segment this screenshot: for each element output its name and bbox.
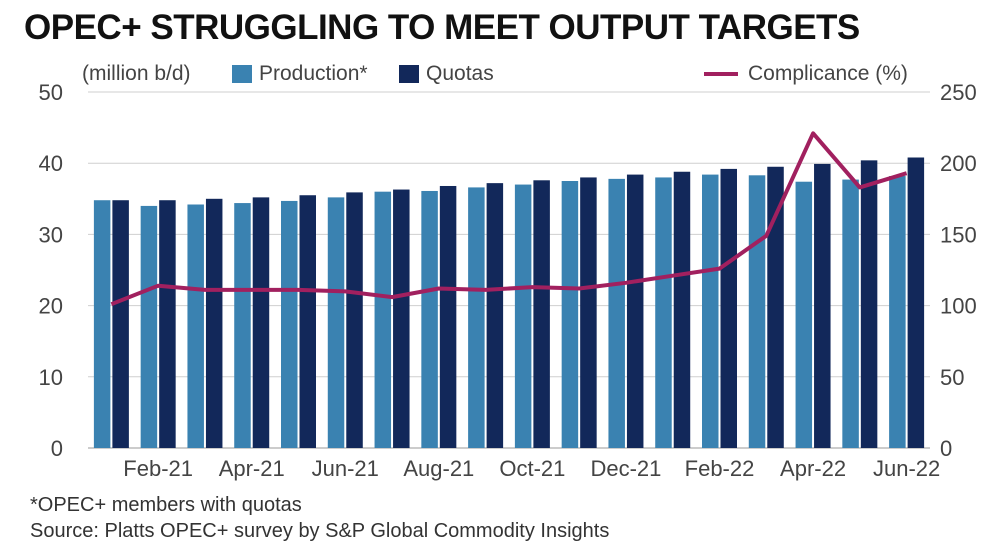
production-bar — [842, 179, 859, 449]
y-left-tick-label: 30 — [39, 222, 63, 247]
x-tick-label: Feb-22 — [685, 456, 755, 481]
legend-compliance-label: Complicance (%) — [748, 62, 908, 85]
quota-bar — [533, 180, 550, 448]
quota-bar — [159, 200, 176, 448]
y-right-tick-label: 0 — [940, 436, 952, 461]
quota-bar — [346, 192, 363, 448]
production-swatch — [232, 65, 252, 83]
legend-quotas-label: Quotas — [426, 62, 494, 85]
legend-production: Production* — [232, 62, 368, 86]
quota-bar — [767, 166, 784, 448]
production-bar — [421, 190, 438, 448]
quota-bar — [299, 195, 316, 448]
quota-bar — [393, 189, 410, 448]
quotas-swatch — [399, 65, 419, 83]
footnote-note: *OPEC+ members with quotas — [30, 494, 302, 516]
quota-bar — [112, 200, 129, 448]
quota-bar — [439, 185, 457, 448]
y-right-tick-label: 50 — [940, 365, 964, 390]
y-left-tick-label: 0 — [51, 436, 63, 461]
x-tick-label: Oct-21 — [499, 456, 565, 481]
production-bar — [468, 187, 485, 448]
quota-bar — [673, 171, 691, 448]
y-left-tick-label: 20 — [39, 294, 63, 319]
production-bar — [748, 175, 766, 448]
y-left-tick-label: 50 — [39, 80, 63, 105]
production-bar — [187, 204, 204, 448]
quota-bar — [860, 160, 878, 449]
legend-production-label: Production* — [259, 62, 368, 85]
x-tick-label: Aug-21 — [403, 456, 474, 481]
footnote-source: Source: Platts OPEC+ survey by S&P Globa… — [30, 520, 610, 542]
quota-bar — [907, 157, 925, 448]
production-bar — [795, 181, 813, 448]
x-tick-label: Apr-21 — [219, 456, 285, 481]
quota-bar — [580, 177, 597, 448]
production-bar — [234, 203, 251, 448]
production-bar — [327, 197, 345, 448]
quota-bar — [486, 183, 504, 449]
y-right-tick-label: 150 — [940, 222, 977, 247]
production-bar — [655, 177, 672, 448]
x-tick-label: Jun-22 — [873, 456, 940, 481]
x-tick-label: Feb-21 — [123, 456, 193, 481]
y-right-tick-label: 200 — [940, 151, 977, 176]
x-tick-label: Jun-21 — [312, 456, 379, 481]
x-tick-label: Dec-21 — [590, 456, 661, 481]
legend-compliance: Complicance (%) — [704, 62, 908, 86]
y-right-tick-label: 100 — [940, 294, 977, 319]
production-bar — [93, 200, 111, 448]
compliance-swatch — [704, 72, 738, 76]
production-bar — [140, 205, 158, 448]
production-bar — [374, 191, 392, 448]
unit-label: (million b/d) — [82, 62, 191, 85]
production-bar — [608, 178, 625, 448]
chart-title: OPEC+ STRUGGLING TO MEET OUTPUT TARGETS — [24, 8, 860, 47]
legend-quotas: Quotas — [399, 62, 494, 86]
quota-bar — [814, 163, 831, 449]
production-bar — [889, 176, 906, 449]
quota-bar — [720, 168, 737, 448]
y-left-tick-label: 40 — [39, 151, 63, 176]
y-right-tick-label: 250 — [940, 80, 977, 105]
quota-bar — [252, 197, 270, 448]
x-tick-label: Apr-22 — [780, 456, 846, 481]
quota-bar — [626, 174, 644, 449]
quota-bar — [205, 198, 223, 448]
compliance-line — [110, 131, 908, 307]
production-bar — [702, 174, 719, 449]
production-bar — [561, 181, 579, 448]
y-left-tick-label: 10 — [39, 365, 63, 390]
production-bar — [281, 200, 298, 448]
production-bar — [514, 184, 532, 448]
